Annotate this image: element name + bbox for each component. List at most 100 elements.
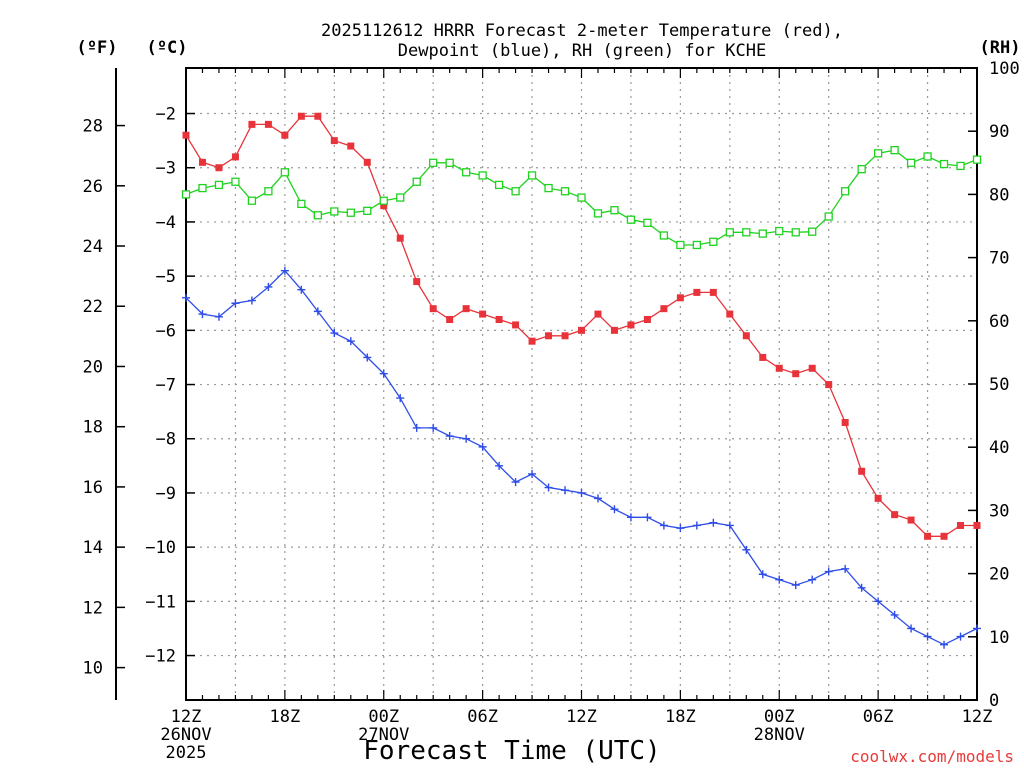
rh-point	[610, 206, 619, 215]
series-layer	[181, 112, 982, 649]
fahrenheit-tick-label: 22	[83, 297, 103, 317]
tick-labels: −2 −3 −4 −5 −6 −7 −8 −9 −10 −11 −12 28 26 24 22 20 18 16 1…	[83, 59, 1020, 763]
x-tick-label: 12Z	[566, 707, 597, 727]
rh-tick-label: 20	[989, 565, 1009, 585]
rh-point	[363, 206, 372, 215]
rh-tick-label: 30	[989, 501, 1009, 521]
temperature-point	[314, 112, 322, 120]
temperature-point	[264, 120, 272, 128]
temperature-point	[693, 288, 701, 296]
dewpoint-point	[973, 624, 981, 633]
fahrenheit-tick-label: 24	[83, 237, 103, 257]
temperature-point	[446, 315, 454, 323]
rh-point	[429, 158, 438, 167]
temperature-point	[198, 158, 206, 166]
rh-point	[824, 212, 833, 221]
dewpoint-point	[330, 329, 339, 338]
dewpoint-point	[676, 524, 685, 533]
celsius-tick-label: −7	[156, 376, 176, 396]
rh-tick-label: 70	[989, 249, 1009, 269]
temperature-point	[643, 315, 651, 323]
rh-tick-label: 50	[989, 375, 1009, 395]
temperature-point	[479, 310, 487, 318]
rh-tick-label: 0	[989, 691, 999, 711]
temperature-point	[396, 234, 404, 242]
dewpoint-point	[659, 521, 668, 530]
rh-point	[709, 237, 718, 246]
dewpoint-point	[264, 282, 273, 291]
unit-celsius-label: (ºC)	[147, 38, 188, 58]
temperature-point	[347, 142, 355, 150]
rh-point	[297, 199, 306, 209]
rh-point	[214, 180, 224, 190]
temperature-point	[528, 337, 536, 345]
chart-subtitle: Dewpoint (blue), RH (green) for KCHE	[398, 41, 766, 61]
temperature-point	[627, 321, 635, 329]
celsius-tick-label: −8	[156, 430, 176, 450]
temperature-point	[808, 364, 816, 372]
x-tick-date: 26NOV	[160, 725, 211, 745]
celsius-tick-label: −3	[156, 159, 176, 179]
temperature-point	[413, 278, 421, 286]
rh-point	[264, 187, 273, 196]
dewpoint-point	[379, 369, 388, 378]
dewpoint-line	[185, 269, 978, 646]
temperature-point	[924, 532, 932, 540]
temperature-point	[792, 370, 800, 378]
rh-point	[890, 146, 899, 155]
rh-point	[313, 211, 322, 220]
rh-point	[758, 229, 767, 238]
temperature-point	[891, 511, 899, 519]
rh-point	[972, 155, 982, 164]
rh-point	[412, 177, 421, 186]
rh-tick-label: 90	[989, 122, 1009, 142]
temperature-point	[561, 332, 569, 340]
rh-point	[923, 152, 932, 161]
temperature-point	[512, 321, 520, 329]
rh-point	[527, 171, 537, 180]
rh-point	[198, 183, 207, 193]
x-tick-label: 00Z	[368, 707, 399, 727]
dewpoint-point	[890, 610, 899, 619]
temperature-point	[660, 305, 668, 313]
dewpoint-point	[363, 353, 372, 362]
axes	[115, 67, 978, 701]
rh-point	[544, 183, 553, 193]
rh-point	[808, 227, 817, 236]
rh-point	[494, 180, 504, 190]
dewpoint-point	[247, 296, 256, 305]
fahrenheit-tick-label: 12	[83, 598, 103, 618]
fahrenheit-tick-label: 16	[83, 478, 103, 498]
fahrenheit-tick-label: 26	[83, 177, 103, 197]
dewpoint-point	[412, 423, 421, 432]
dewpoint-point	[561, 486, 570, 495]
temperature-point	[676, 294, 684, 302]
unit-fahrenheit-label: (ºF)	[77, 38, 118, 58]
credit-text: coolwx.com/models	[850, 747, 1014, 766]
rh-point	[791, 228, 800, 237]
dewpoint-point	[923, 632, 932, 641]
rh-point	[841, 187, 850, 196]
x-tick-date: 27NOV	[358, 725, 409, 745]
dewpoint-point	[462, 434, 471, 443]
rh-tick-label: 40	[989, 438, 1009, 458]
x-tick-label: 18Z	[665, 707, 696, 727]
dewpoint-point	[313, 307, 322, 316]
celsius-tick-label: −9	[156, 484, 176, 504]
rh-point	[560, 187, 570, 196]
rh-point	[478, 171, 487, 180]
dewpoint-point	[528, 469, 537, 478]
rh-tick-label: 10	[989, 628, 1009, 648]
dewpoint-point	[610, 505, 619, 514]
dewpoint-point	[445, 432, 454, 441]
dewpoint-point	[808, 575, 817, 584]
temperature-point	[907, 516, 915, 524]
x-tick-label: 12Z	[962, 707, 993, 727]
dewpoint-point	[940, 640, 949, 649]
fahrenheit-tick-label: 20	[83, 357, 103, 377]
rh-point	[280, 168, 290, 177]
temperature-point	[545, 332, 553, 340]
dewpoint-point	[593, 494, 602, 503]
celsius-tick-label: −2	[156, 105, 176, 125]
